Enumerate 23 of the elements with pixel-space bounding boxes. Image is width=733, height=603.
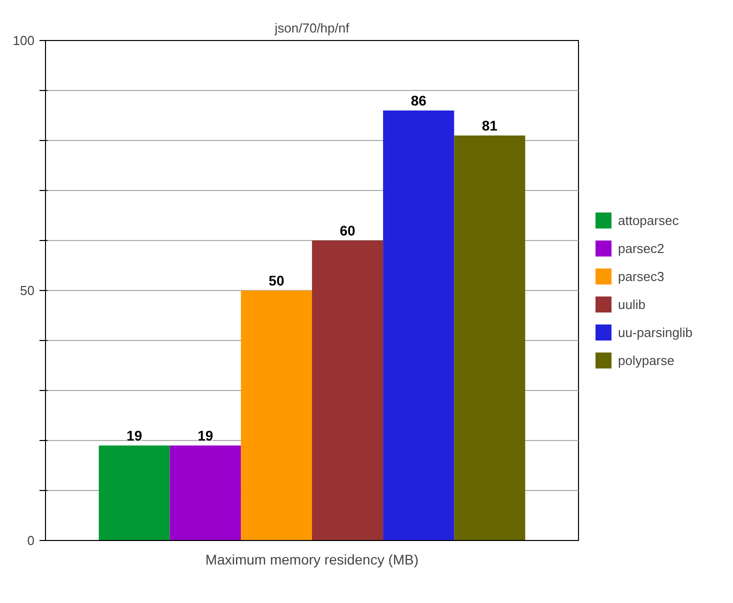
y-tick-label: 100	[12, 33, 35, 48]
bar	[170, 446, 241, 540]
y-tick-label: 50	[20, 283, 35, 298]
data-label: 81	[482, 118, 498, 134]
legend-label: parsec3	[618, 268, 664, 284]
bar	[312, 240, 384, 540]
bar	[454, 136, 526, 540]
legend-label: parsec2	[618, 240, 664, 256]
data-label: 50	[268, 272, 284, 288]
bar	[383, 110, 454, 540]
data-label: 19	[198, 428, 214, 444]
bar	[98, 446, 170, 540]
legend-label: uu-parsinglib	[618, 324, 692, 340]
data-label: 19	[126, 428, 142, 444]
legend-label: uulib	[618, 296, 646, 312]
x-axis-title: Maximum memory residency (MB)	[205, 552, 419, 568]
y-tick-label: 0	[27, 533, 35, 548]
legend-label: attoparsec	[618, 212, 679, 228]
legend-label: polyparse	[618, 352, 674, 368]
bar	[240, 290, 312, 540]
chart-title: json/70/hp/nf	[274, 20, 350, 36]
data-label: 60	[340, 222, 356, 238]
data-label: 86	[410, 92, 427, 108]
